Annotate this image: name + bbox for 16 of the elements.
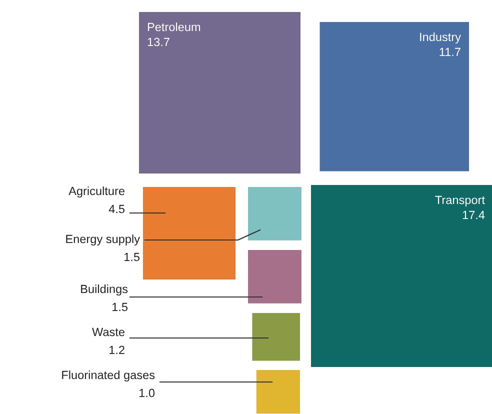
data-label: 13.7 <box>148 38 170 46</box>
data-label: 1.0 <box>139 388 155 398</box>
category-label: Agriculture <box>68 186 124 198</box>
category-label: Transport <box>435 196 485 207</box>
category-label: Petroleum <box>148 22 200 32</box>
category-label: Industry <box>420 32 461 44</box>
category-label: Waste <box>92 328 124 336</box>
data-label: 1.5 <box>112 302 128 312</box>
category-label: Fluorinated gases <box>62 370 155 382</box>
category-label: Buildings <box>81 284 128 296</box>
category-label: Energy supply <box>66 234 140 246</box>
data-label: 1.5 <box>124 252 140 262</box>
data-label: 11.7 <box>440 48 460 56</box>
data-label: 17.4 <box>462 210 485 220</box>
data-label: 1.2 <box>109 346 124 354</box>
data-label: 4.5 <box>108 204 125 214</box>
